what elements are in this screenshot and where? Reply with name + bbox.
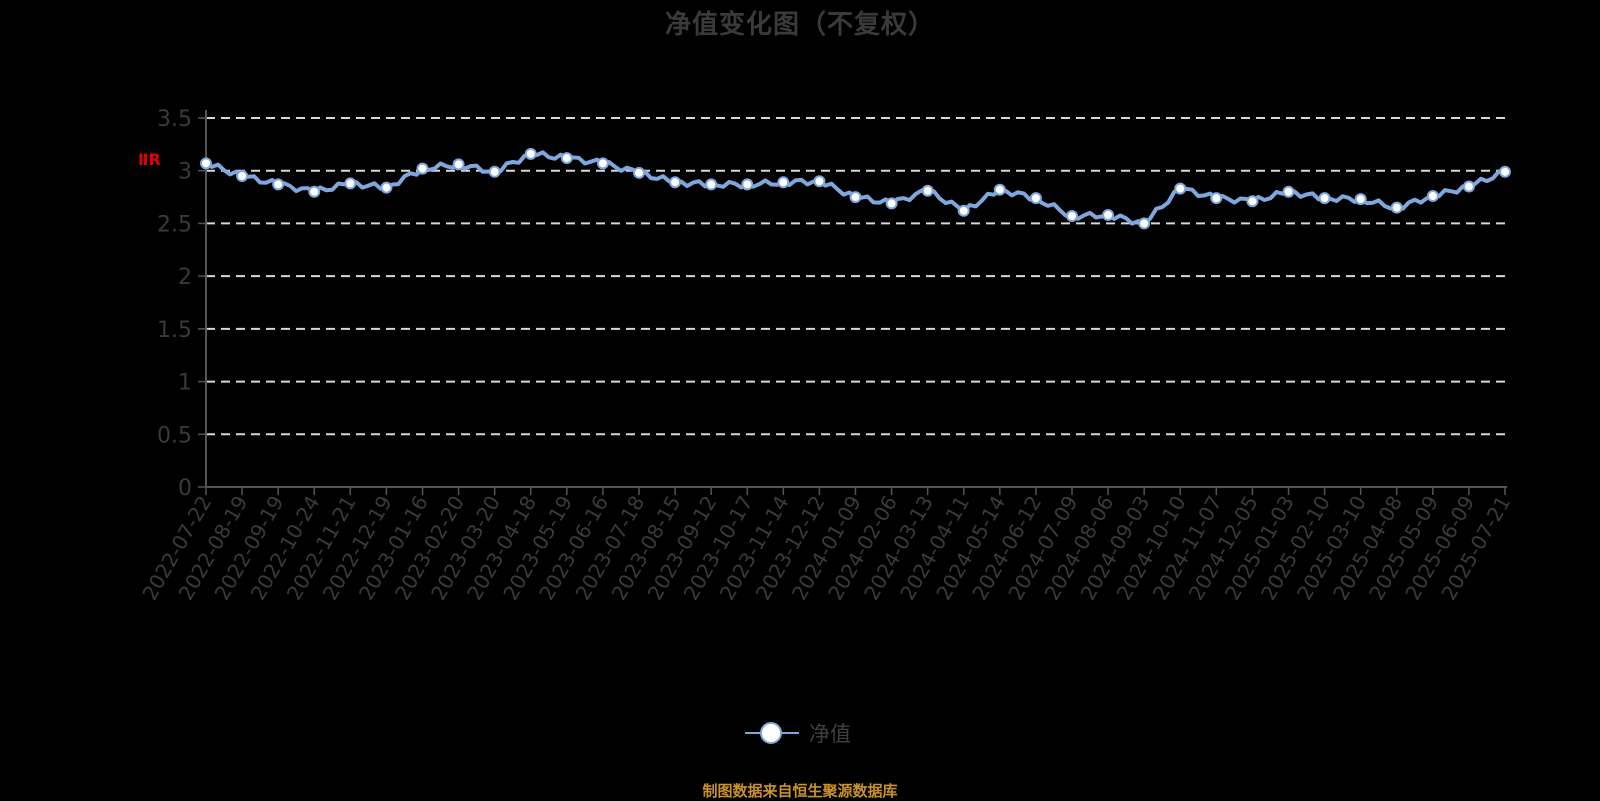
data-point[interactable]: [200, 157, 212, 170]
y-tick-label: 0: [178, 476, 192, 501]
data-point[interactable]: [380, 181, 393, 194]
data-point[interactable]: [452, 158, 465, 171]
data-point[interactable]: [308, 185, 321, 198]
data-point[interactable]: [1246, 195, 1259, 208]
data-point[interactable]: [488, 165, 501, 178]
data-point[interactable]: [1354, 193, 1367, 206]
chart-title: 净值变化图（不复权）: [664, 10, 935, 40]
data-point[interactable]: [777, 176, 790, 189]
data-point[interactable]: [993, 183, 1006, 196]
data-point[interactable]: [1174, 182, 1187, 195]
data-point[interactable]: [524, 147, 537, 160]
data-point[interactable]: [1210, 192, 1223, 205]
legend-item-nav[interactable]: 净值: [745, 718, 851, 748]
data-point[interactable]: [1426, 190, 1439, 203]
data-point[interactable]: [705, 178, 718, 191]
axes: [205, 110, 1507, 488]
data-point[interactable]: [921, 184, 934, 197]
grid-lines: [206, 117, 1505, 436]
data-points: [200, 147, 1511, 230]
y-axis-tag: ⅡR: [138, 150, 161, 169]
y-tick-label: 1: [178, 371, 192, 396]
data-point[interactable]: [272, 178, 285, 191]
y-tick-label: 2.5: [157, 212, 192, 237]
data-point[interactable]: [560, 152, 573, 165]
data-point[interactable]: [1390, 201, 1403, 214]
data-point[interactable]: [416, 162, 429, 175]
y-tick-label: 0.5: [157, 423, 192, 448]
data-point[interactable]: [596, 157, 609, 170]
data-point[interactable]: [741, 178, 754, 191]
y-tick-label: 3.5: [157, 107, 192, 132]
y-axis-ticks: 0 0.5 1 1.5 2 2.5 3 3.5: [157, 107, 206, 501]
data-point[interactable]: [813, 175, 826, 188]
data-point[interactable]: [1282, 185, 1295, 198]
legend-label: 净值: [809, 722, 851, 746]
data-point[interactable]: [957, 204, 970, 217]
data-point[interactable]: [1499, 165, 1511, 178]
y-tick-label: 2: [178, 265, 192, 290]
data-point[interactable]: [1462, 180, 1475, 193]
line-chart: 0 0.5 1 1.5 2 2.5 3 3.5 2022-07-222022-08-19202…: [137, 107, 1515, 604]
data-point[interactable]: [1029, 192, 1042, 205]
data-point[interactable]: [1138, 217, 1151, 230]
data-point[interactable]: [849, 191, 862, 204]
data-point[interactable]: [885, 197, 898, 210]
data-point[interactable]: [344, 177, 357, 190]
y-tick-label: 1.5: [157, 318, 192, 343]
nav-line: [204, 150, 1506, 226]
data-source-footer: 制图数据来自恒生聚源数据库: [702, 782, 898, 800]
x-axis-ticks: 2022-07-222022-08-192022-09-192022-10-24…: [137, 487, 1515, 604]
data-point[interactable]: [669, 176, 682, 189]
y-tick-label: 3: [178, 160, 192, 185]
data-point[interactable]: [633, 166, 645, 179]
data-point[interactable]: [1066, 210, 1078, 223]
legend-marker-icon: [745, 721, 799, 745]
data-point[interactable]: [1102, 208, 1115, 221]
data-point[interactable]: [1318, 192, 1331, 205]
data-point[interactable]: [236, 169, 249, 182]
